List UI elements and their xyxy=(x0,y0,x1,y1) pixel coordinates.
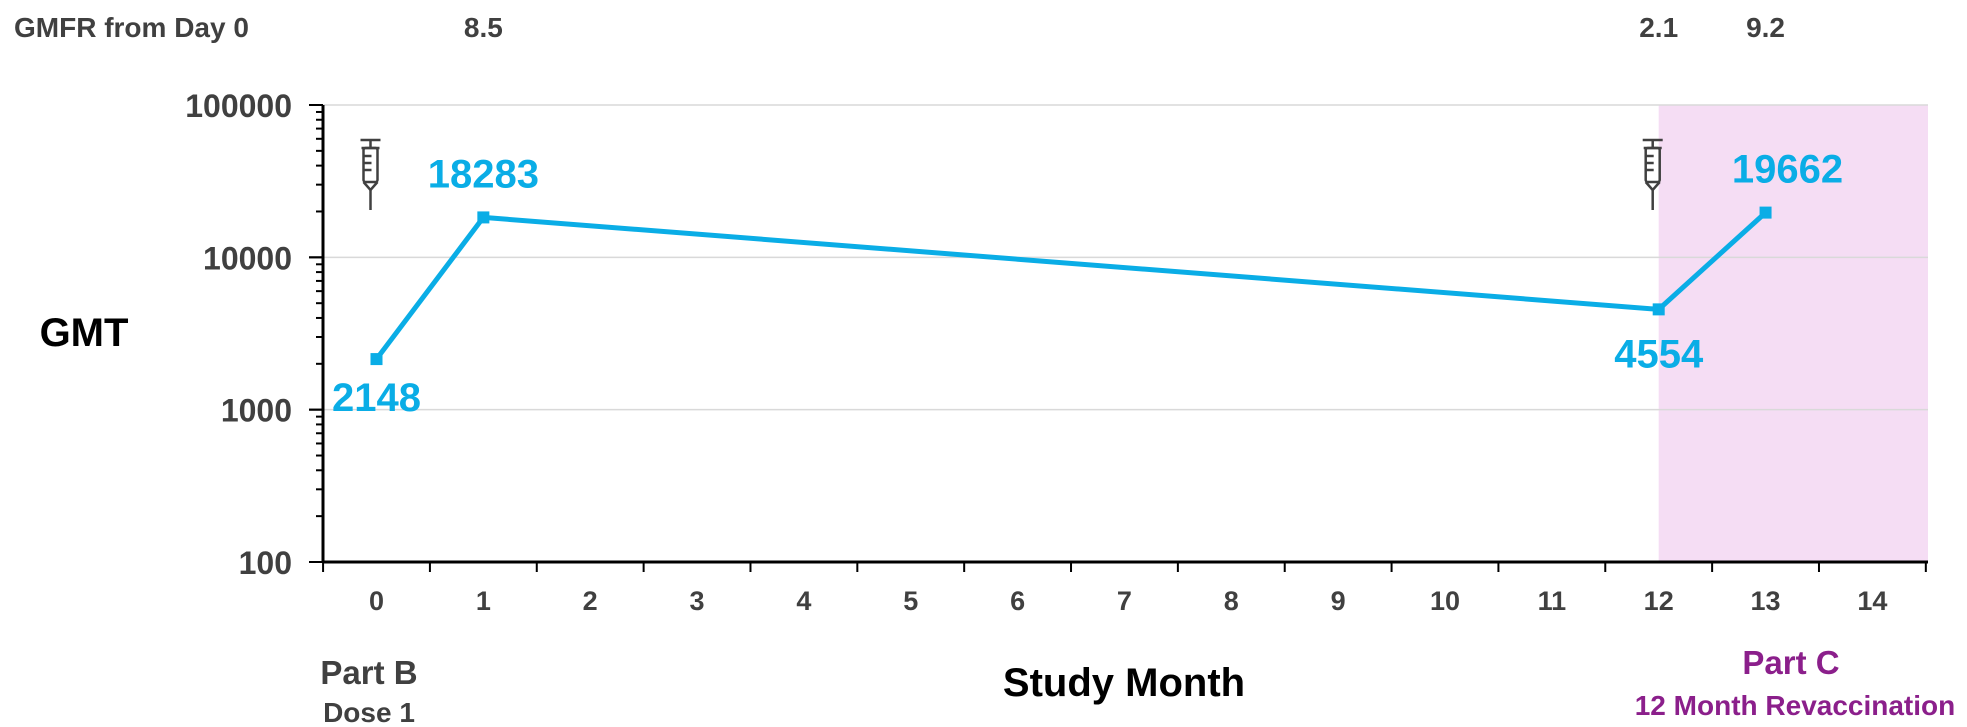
x-tick-label: 8 xyxy=(1224,586,1239,616)
x-tick-label: 7 xyxy=(1117,586,1132,616)
gmfr-value: 8.5 xyxy=(464,12,503,43)
y-tick-labels: 100 1000 10000 100000 xyxy=(185,88,292,581)
gridlines xyxy=(323,104,1928,411)
x-tick-label: 10 xyxy=(1430,586,1460,616)
part-c-highlight-band xyxy=(1658,105,1928,562)
y-tick-label: 10000 xyxy=(203,240,292,276)
x-tick-label: 14 xyxy=(1857,586,1887,616)
y-tick-label: 1000 xyxy=(221,393,292,429)
data-label: 4554 xyxy=(1614,332,1704,376)
part-b-title: Part B xyxy=(320,654,417,691)
x-tick-label: 12 xyxy=(1644,586,1674,616)
x-tick-label: 11 xyxy=(1538,586,1567,616)
x-tick-label: 13 xyxy=(1751,586,1781,616)
data-point xyxy=(477,211,490,224)
x-axis-label: Study Month xyxy=(1003,661,1245,705)
x-tick-label: 4 xyxy=(796,586,811,616)
x-tick-label: 2 xyxy=(583,586,598,616)
gmfr-header: GMFR from Day 0 8.5 2.1 9.2 xyxy=(14,12,1785,43)
y-tick-label: 100 xyxy=(239,545,292,581)
injection-markers xyxy=(360,138,1663,210)
part-c-title: Part C xyxy=(1742,644,1839,681)
gmfr-value: 9.2 xyxy=(1746,12,1785,43)
y-axis-label: GMT xyxy=(40,311,129,355)
series-gmt: 2148 18283 4554 19662 xyxy=(332,148,1843,420)
data-point xyxy=(370,353,383,366)
data-point xyxy=(1759,206,1772,219)
x-tick-label: 3 xyxy=(690,586,705,616)
x-tick-label: 1 xyxy=(476,586,491,616)
part-c-subtitle: 12 Month Revaccination xyxy=(1635,690,1956,721)
data-label: 18283 xyxy=(428,152,539,196)
data-point xyxy=(1652,303,1665,316)
data-label: 2148 xyxy=(332,376,421,420)
x-tick-label: 9 xyxy=(1331,586,1346,616)
x-tick-label: 6 xyxy=(1010,586,1025,616)
axes xyxy=(309,104,1928,572)
x-tick-label: 5 xyxy=(903,586,918,616)
gmfr-value: 2.1 xyxy=(1639,12,1678,43)
gmfr-header-label: GMFR from Day 0 xyxy=(14,12,249,43)
x-tick-labels: 0 1 2 3 4 5 6 7 8 9 10 11 12 13 14 xyxy=(369,586,1887,616)
syringe-icon xyxy=(360,138,381,210)
y-tick-label: 100000 xyxy=(185,88,292,124)
series-line xyxy=(374,210,1768,361)
x-tick-label: 0 xyxy=(369,586,384,616)
data-label: 19662 xyxy=(1732,148,1843,192)
part-b-subtitle: Dose 1 xyxy=(323,697,415,727)
syringe-icon xyxy=(1642,138,1663,210)
